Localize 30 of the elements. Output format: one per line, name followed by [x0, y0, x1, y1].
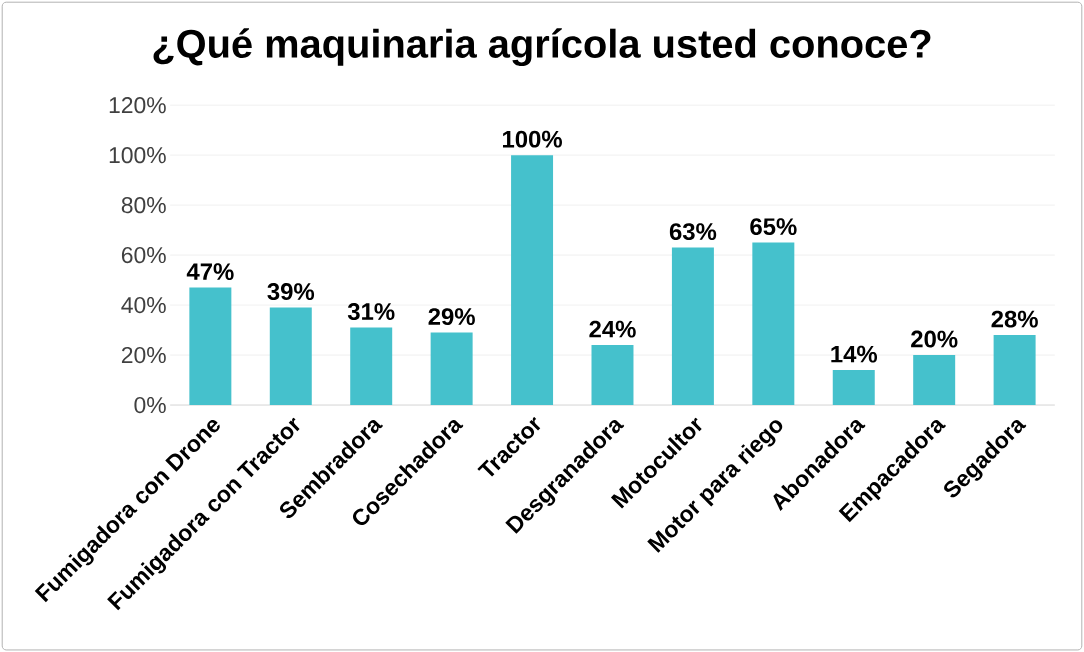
- bar: [350, 327, 393, 405]
- y-tick-label: 80%: [121, 196, 166, 214]
- y-tick-label: 100%: [109, 146, 166, 164]
- data-label: 24%: [589, 320, 636, 338]
- bar: [832, 369, 875, 405]
- y-tick-label: 0%: [134, 396, 166, 414]
- bar: [752, 242, 795, 405]
- y-tick-label: 60%: [121, 246, 166, 264]
- data-label: 31%: [347, 303, 395, 320]
- bar: [993, 335, 1036, 405]
- data-label: 14%: [831, 345, 878, 363]
- data-label: 39%: [267, 283, 315, 300]
- data-label: 47%: [186, 263, 234, 280]
- bar: [671, 247, 714, 405]
- bar: [913, 354, 956, 405]
- data-label: 20%: [911, 330, 958, 348]
- data-label: 65%: [750, 218, 797, 236]
- bar: [430, 332, 473, 405]
- bar: [511, 155, 554, 405]
- y-tick-label: 120%: [109, 96, 166, 114]
- data-label: 28%: [991, 310, 1038, 328]
- bar: [189, 287, 232, 405]
- data-label: 100%: [502, 130, 562, 148]
- bar: [591, 344, 634, 405]
- chart-title: ¿Qué maquinaria agrícola usted conoce?: [153, 28, 931, 66]
- data-label: 29%: [428, 308, 475, 325]
- data-label: 63%: [669, 223, 717, 241]
- y-tick-label: 20%: [121, 346, 166, 364]
- y-tick-label: 40%: [121, 296, 166, 314]
- bar: [269, 307, 312, 405]
